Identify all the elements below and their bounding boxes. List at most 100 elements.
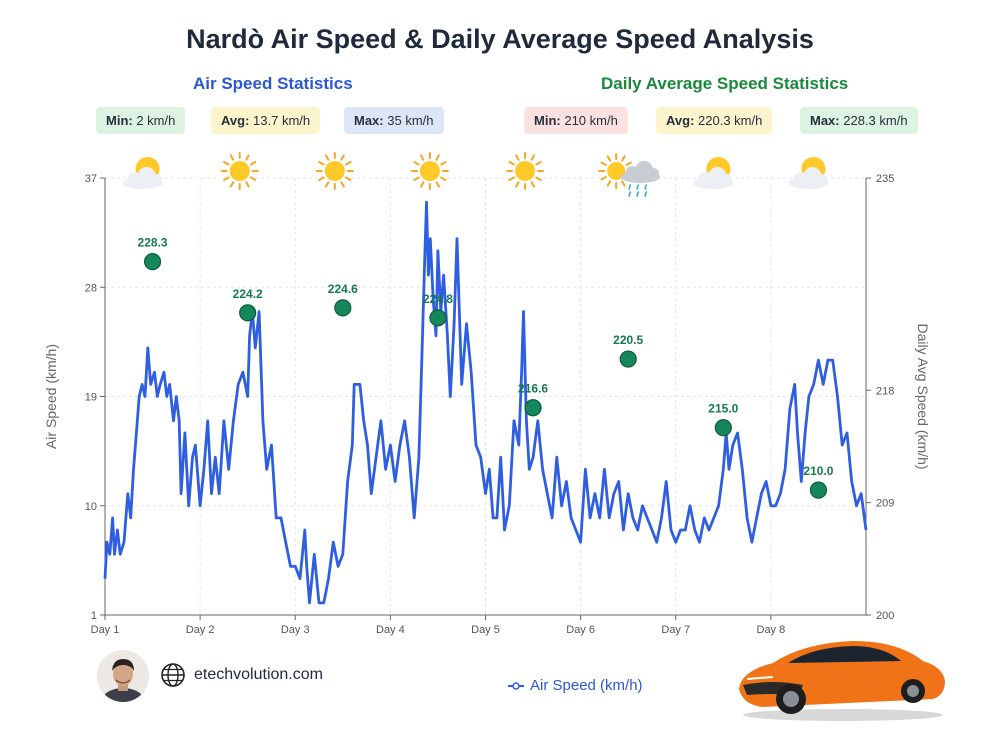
sun-ray — [246, 182, 249, 186]
sun-ray — [627, 163, 631, 166]
x-tick-label: Day 1 — [91, 624, 120, 636]
x-tick-label: Day 4 — [376, 624, 405, 636]
sun-ray — [509, 178, 513, 181]
sun-icon — [317, 153, 353, 189]
website-link[interactable]: etechvolution.com — [160, 662, 323, 688]
y-right-tick-label: 235 — [876, 173, 894, 185]
y-right-axis-title: Daily Avg Speed (km/h) — [915, 323, 931, 469]
sun-ray — [601, 163, 605, 166]
sun-disc — [515, 161, 535, 181]
daily-avg-label: 215.0 — [708, 402, 738, 416]
sun-ray — [231, 155, 234, 159]
sun-ray — [516, 155, 519, 159]
sun-ray — [251, 178, 255, 181]
sun-icon — [507, 153, 543, 189]
sun-ray — [536, 162, 540, 165]
daily-avg-label: 210.0 — [803, 464, 833, 478]
rain-drop — [629, 185, 630, 189]
y-right-tick-label: 200 — [876, 610, 894, 622]
y-left-tick-label: 19 — [85, 392, 97, 404]
y-left-tick-label: 28 — [85, 282, 97, 294]
avatar — [97, 650, 149, 702]
sun-ray — [251, 162, 255, 165]
sun-ray — [536, 178, 540, 181]
partly-cloudy-icon — [693, 157, 733, 189]
sun-ray — [341, 182, 344, 186]
daily-avg-point — [240, 305, 256, 321]
sun-ray — [532, 182, 535, 186]
sun-ray — [414, 178, 418, 181]
sun-ray — [622, 156, 625, 160]
sun-ray — [436, 155, 439, 159]
sun-ray — [608, 156, 611, 160]
daily-avg-point — [145, 254, 161, 270]
rain-drop — [637, 192, 638, 196]
x-tick-label: Day 5 — [471, 624, 500, 636]
legend-label: Air Speed (km/h) — [530, 677, 643, 694]
sun-ray — [441, 178, 445, 181]
x-tick-label: Day 7 — [661, 624, 690, 636]
sports-car-icon — [733, 633, 948, 723]
sun-ray — [421, 182, 424, 186]
partly-cloudy-icon — [788, 157, 828, 189]
sun-disc — [420, 161, 440, 181]
daily-avg-label: 220.5 — [613, 333, 643, 347]
legend-line-marker-icon — [508, 681, 524, 691]
sun-ray — [326, 155, 329, 159]
cloud-puff — [647, 168, 659, 180]
sun-ray — [441, 162, 445, 165]
daily-avg-point — [620, 351, 636, 367]
sun-ray — [346, 178, 350, 181]
y-left-tick-label: 1 — [91, 610, 97, 622]
cloud-puff — [720, 174, 732, 186]
y-left-tick-label: 37 — [85, 173, 97, 185]
daily-avg-point — [715, 420, 731, 436]
sun-ray — [622, 181, 625, 185]
sun-disc — [325, 161, 345, 181]
sun-ray — [319, 162, 323, 165]
y-right-tick-label: 218 — [876, 385, 894, 397]
y-left-tick-label: 10 — [85, 501, 97, 513]
chart-legend-item[interactable]: Air Speed (km/h) — [508, 677, 643, 694]
sun-ray — [224, 162, 228, 165]
sun-ray — [341, 155, 344, 159]
sun-ray — [246, 155, 249, 159]
daily-avg-label: 224.6 — [328, 282, 358, 296]
rain-drop — [629, 192, 630, 196]
sun-ray — [326, 182, 329, 186]
daily-avg-label: 216.6 — [518, 382, 548, 396]
rain-drop — [637, 185, 638, 189]
sun-ray — [319, 178, 323, 181]
sun-ray — [231, 182, 234, 186]
daily-avg-point — [810, 482, 826, 498]
daily-avg-label: 224.2 — [233, 287, 263, 301]
sun-ray — [532, 155, 535, 159]
x-tick-label: Day 2 — [186, 624, 215, 636]
sun-ray — [608, 181, 611, 185]
daily-avg-point — [430, 310, 446, 326]
sun-ray — [421, 155, 424, 159]
sun-ray — [436, 182, 439, 186]
sun-ray — [414, 162, 418, 165]
sun-ray — [509, 162, 513, 165]
rain-drop — [645, 192, 646, 196]
x-tick-label: Day 3 — [281, 624, 310, 636]
daily-avg-label: 224.8 — [423, 292, 453, 306]
sun-rain-icon — [599, 154, 660, 196]
sun-disc — [230, 161, 250, 181]
sun-icon — [222, 153, 258, 189]
partly-cloudy-icon — [123, 157, 163, 189]
sun-icon — [412, 153, 448, 189]
sun-ray — [224, 178, 228, 181]
rain-drop — [645, 185, 646, 189]
sun-ray — [516, 182, 519, 186]
website-text: etechvolution.com — [194, 666, 323, 684]
sun-ray — [346, 162, 350, 165]
cloud-puff — [150, 174, 162, 186]
cloud-puff — [815, 174, 827, 186]
y-right-tick-label: 209 — [876, 498, 894, 510]
sun-ray — [601, 177, 605, 180]
daily-avg-label: 228.3 — [138, 236, 168, 250]
globe-icon — [160, 662, 186, 688]
x-tick-label: Day 6 — [566, 624, 595, 636]
